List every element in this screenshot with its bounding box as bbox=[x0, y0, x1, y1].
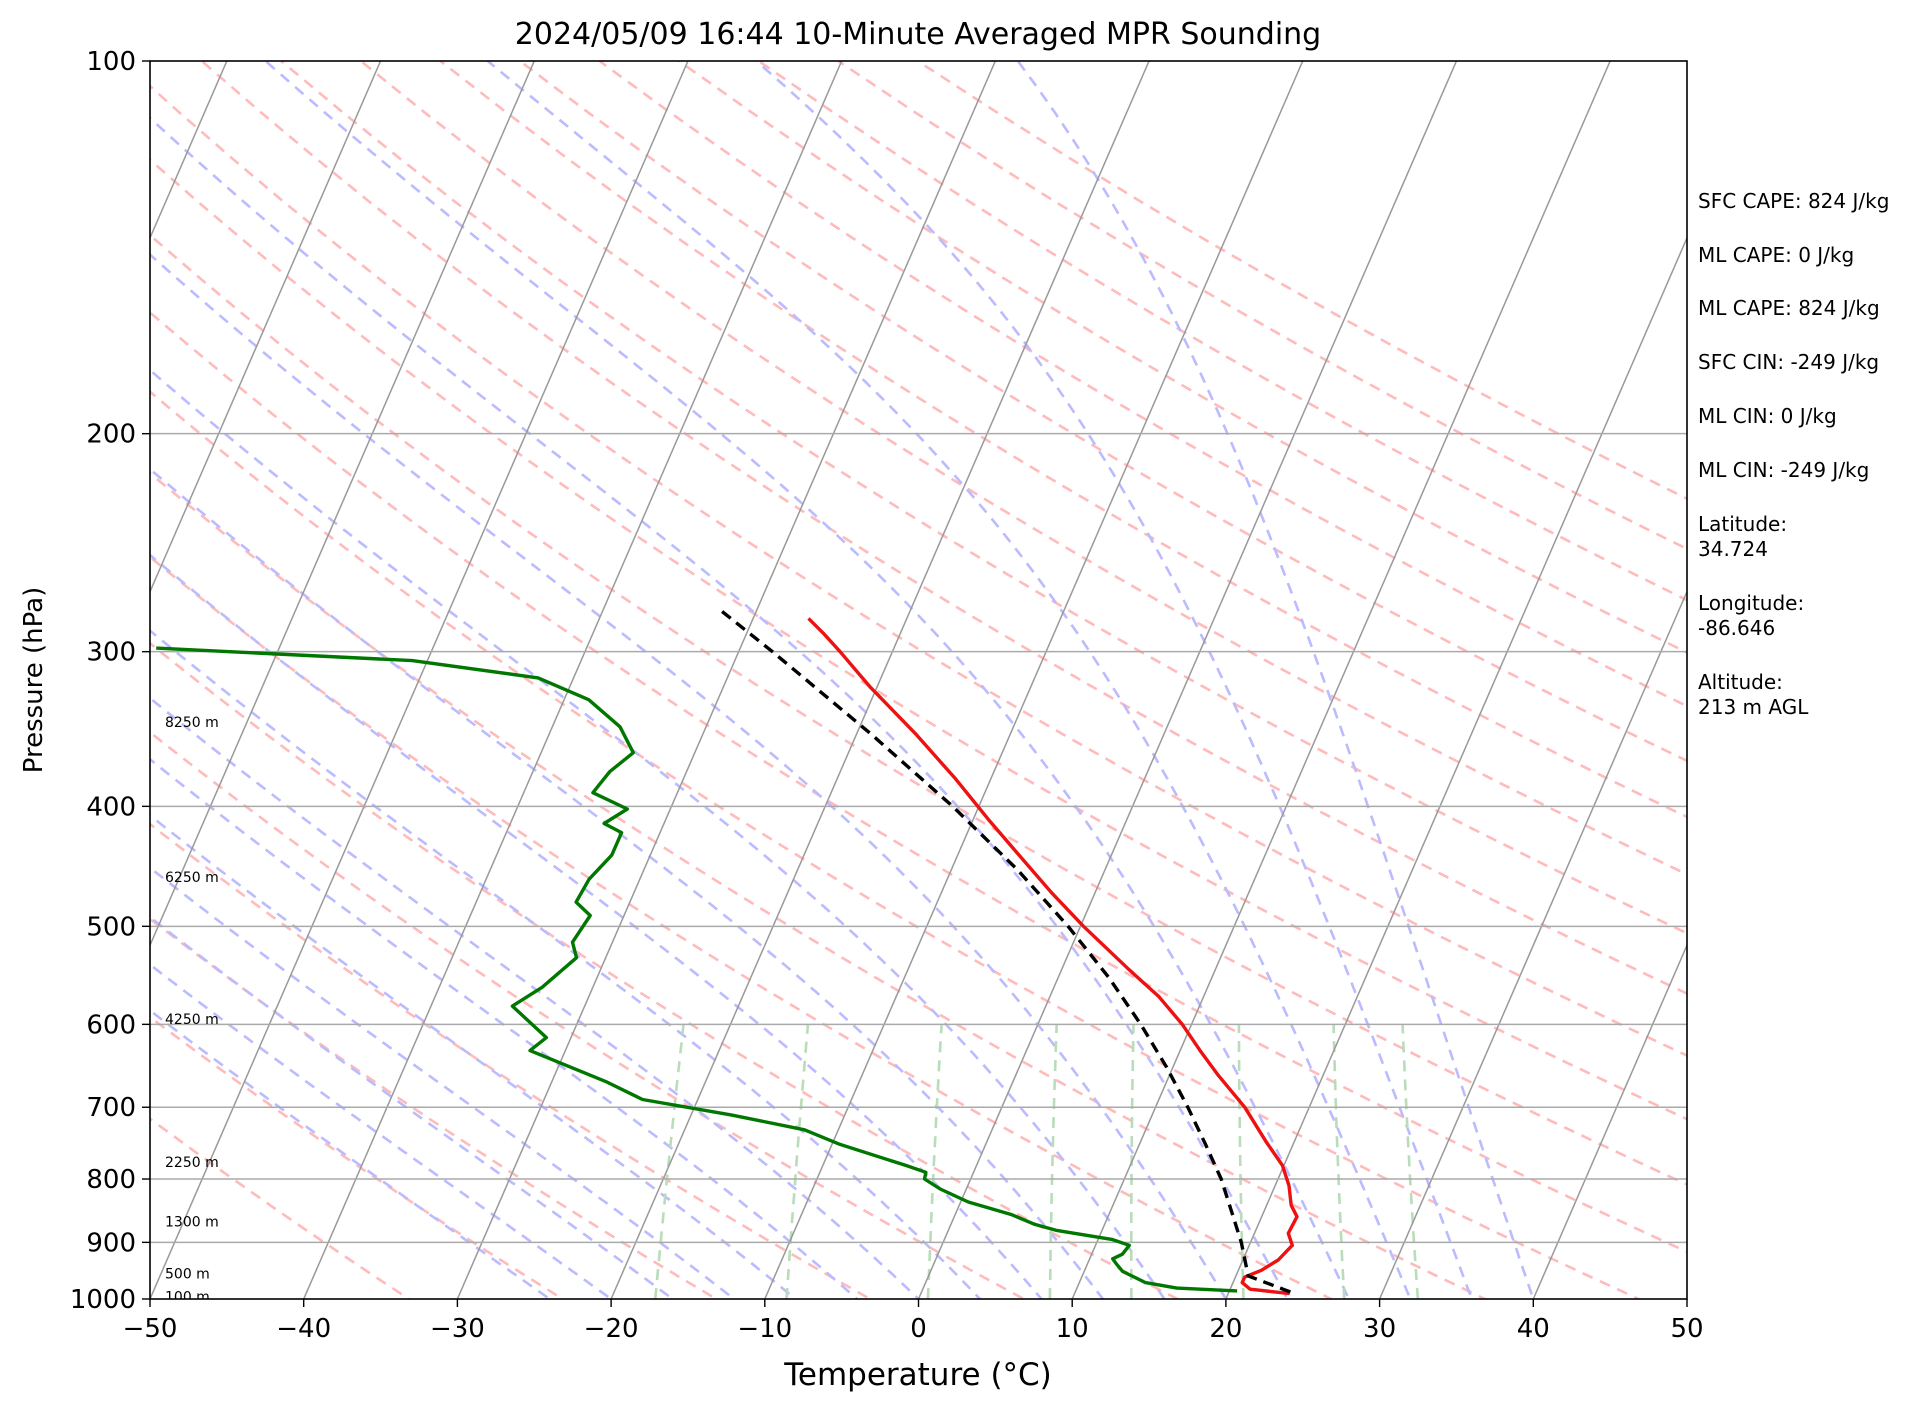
y-tick-label: 1000 bbox=[70, 1285, 136, 1315]
dry-adiabat bbox=[150, 84, 1687, 1057]
axes: −50 −40 −30 −20 −10 0 10 20 30 40 50 100 200 300 400 50… bbox=[70, 47, 1704, 1344]
dry-adiabat bbox=[757, 61, 1687, 602]
mixing-ratio-line bbox=[1401, 1024, 1420, 1299]
height-label: 4250 m bbox=[165, 1012, 219, 1028]
stat-text: ML CIN: 0 J/kg bbox=[1698, 404, 1837, 428]
x-tick-label: 40 bbox=[1517, 1314, 1550, 1344]
background-lines: 8250 m 6250 m 4250 m 2250 m 1300 m 500 m 100 m bbox=[150, 61, 1687, 1305]
moist-adiabat bbox=[486, 61, 1412, 1299]
y-tick-label: 600 bbox=[86, 1010, 136, 1040]
isotherm-line bbox=[610, 61, 1150, 1299]
y-tick-label: 400 bbox=[86, 792, 136, 822]
chart-title: 2024/05/09 16:44 10-Minute Averaged MPR … bbox=[515, 17, 1321, 52]
x-tick-label: −40 bbox=[276, 1314, 331, 1344]
x-tick-label: 10 bbox=[1056, 1314, 1089, 1344]
stat-text: Latitude: 34.724 bbox=[1698, 512, 1788, 561]
dry-adiabat bbox=[150, 730, 1027, 1299]
plot-frame bbox=[149, 60, 1688, 1300]
x-tick-label: −30 bbox=[430, 1314, 485, 1344]
moist-adiabat bbox=[150, 553, 1044, 1299]
dry-adiabat bbox=[150, 822, 873, 1299]
isotherm-line bbox=[1378, 589, 1687, 1299]
isotherm-line bbox=[150, 61, 536, 948]
dry-adiabat bbox=[150, 555, 1335, 1299]
y-tick-label: 100 bbox=[86, 47, 136, 77]
dry-adiabat bbox=[150, 310, 1687, 1254]
stat-text: Altitude: 213 m AGL bbox=[1698, 670, 1809, 719]
isotherm-line bbox=[456, 61, 997, 1299]
y-tick-label: 300 bbox=[86, 638, 136, 668]
y-tick-label: 200 bbox=[86, 420, 136, 450]
y-tick-label: 800 bbox=[86, 1165, 136, 1195]
dry-adiabat bbox=[200, 61, 1687, 996]
stat-text: ML CAPE: 0 J/kg bbox=[1698, 243, 1855, 267]
isotherm-line bbox=[150, 61, 382, 594]
mixing-ratio-line bbox=[1048, 1024, 1058, 1299]
dry-adiabat bbox=[150, 158, 1687, 1121]
height-label: 6250 m bbox=[165, 870, 219, 886]
isotherm-line bbox=[150, 61, 228, 240]
isotherm-line bbox=[1071, 61, 1611, 1299]
dry-adiabat bbox=[150, 641, 1181, 1299]
moist-adiabat bbox=[755, 61, 1474, 1299]
series-line bbox=[720, 609, 1292, 1294]
dry-adiabat bbox=[678, 61, 1687, 654]
moist-adiabat bbox=[1016, 61, 1535, 1299]
dry-adiabat bbox=[598, 61, 1687, 708]
y-tick-label: 900 bbox=[86, 1228, 136, 1258]
height-label: 8250 m bbox=[165, 715, 219, 731]
height-label: 100 m bbox=[165, 1289, 210, 1305]
mixing-ratio-line bbox=[1332, 1024, 1346, 1299]
dry-adiabat bbox=[519, 61, 1687, 763]
series-line bbox=[807, 617, 1299, 1296]
moist-adiabat bbox=[150, 629, 982, 1299]
stat-text: ML CIN: -249 J/kg bbox=[1698, 458, 1870, 482]
isotherm-line bbox=[763, 61, 1304, 1299]
x-tick-label: 50 bbox=[1670, 1314, 1703, 1344]
y-tick-label: 500 bbox=[86, 912, 136, 942]
moist-adiabat bbox=[150, 467, 1105, 1299]
moist-adiabat bbox=[150, 252, 1228, 1299]
isotherm-line bbox=[1532, 943, 1687, 1299]
sounding-series bbox=[156, 609, 1299, 1296]
height-label: 1300 m bbox=[165, 1215, 219, 1231]
dry-adiabat bbox=[150, 917, 719, 1299]
stat-text: ML CAPE: 824 J/kg bbox=[1698, 296, 1880, 320]
dry-adiabat bbox=[150, 390, 1642, 1299]
y-tick-label: 700 bbox=[86, 1093, 136, 1123]
dry-adiabat bbox=[150, 233, 1687, 1186]
x-axis-label: Temperature (°C) bbox=[783, 1357, 1052, 1393]
x-tick-label: 30 bbox=[1363, 1314, 1396, 1344]
height-label: 2250 m bbox=[165, 1155, 219, 1171]
dry-adiabat bbox=[359, 61, 1687, 876]
dry-adiabat bbox=[280, 61, 1687, 935]
x-tick-label: 0 bbox=[910, 1314, 927, 1344]
x-tick-label: 20 bbox=[1209, 1314, 1242, 1344]
dry-adiabat bbox=[439, 61, 1687, 819]
stat-text: SFC CIN: -249 J/kg bbox=[1698, 350, 1880, 374]
isotherm-line bbox=[1225, 235, 1687, 1299]
stat-text: Longitude: -86.646 bbox=[1698, 591, 1805, 640]
x-tick-label: −50 bbox=[123, 1314, 178, 1344]
dry-adiabat bbox=[150, 1117, 412, 1299]
x-tick-label: −10 bbox=[737, 1314, 792, 1344]
y-axis-label: Pressure (hPa) bbox=[19, 587, 49, 774]
x-tick-label: −20 bbox=[584, 1314, 639, 1344]
height-label: 500 m bbox=[165, 1267, 210, 1283]
stat-text: SFC CAPE: 824 J/kg bbox=[1698, 189, 1890, 213]
isotherm-line bbox=[150, 61, 689, 1299]
moist-adiabat bbox=[150, 696, 921, 1299]
series-line bbox=[156, 646, 1238, 1293]
moist-adiabat bbox=[150, 915, 675, 1299]
moist-adiabat bbox=[150, 1008, 552, 1299]
moist-adiabat bbox=[150, 962, 614, 1299]
moist-adiabat bbox=[150, 813, 798, 1299]
isotherm-line bbox=[917, 61, 1458, 1299]
isotherm-line bbox=[302, 61, 843, 1299]
